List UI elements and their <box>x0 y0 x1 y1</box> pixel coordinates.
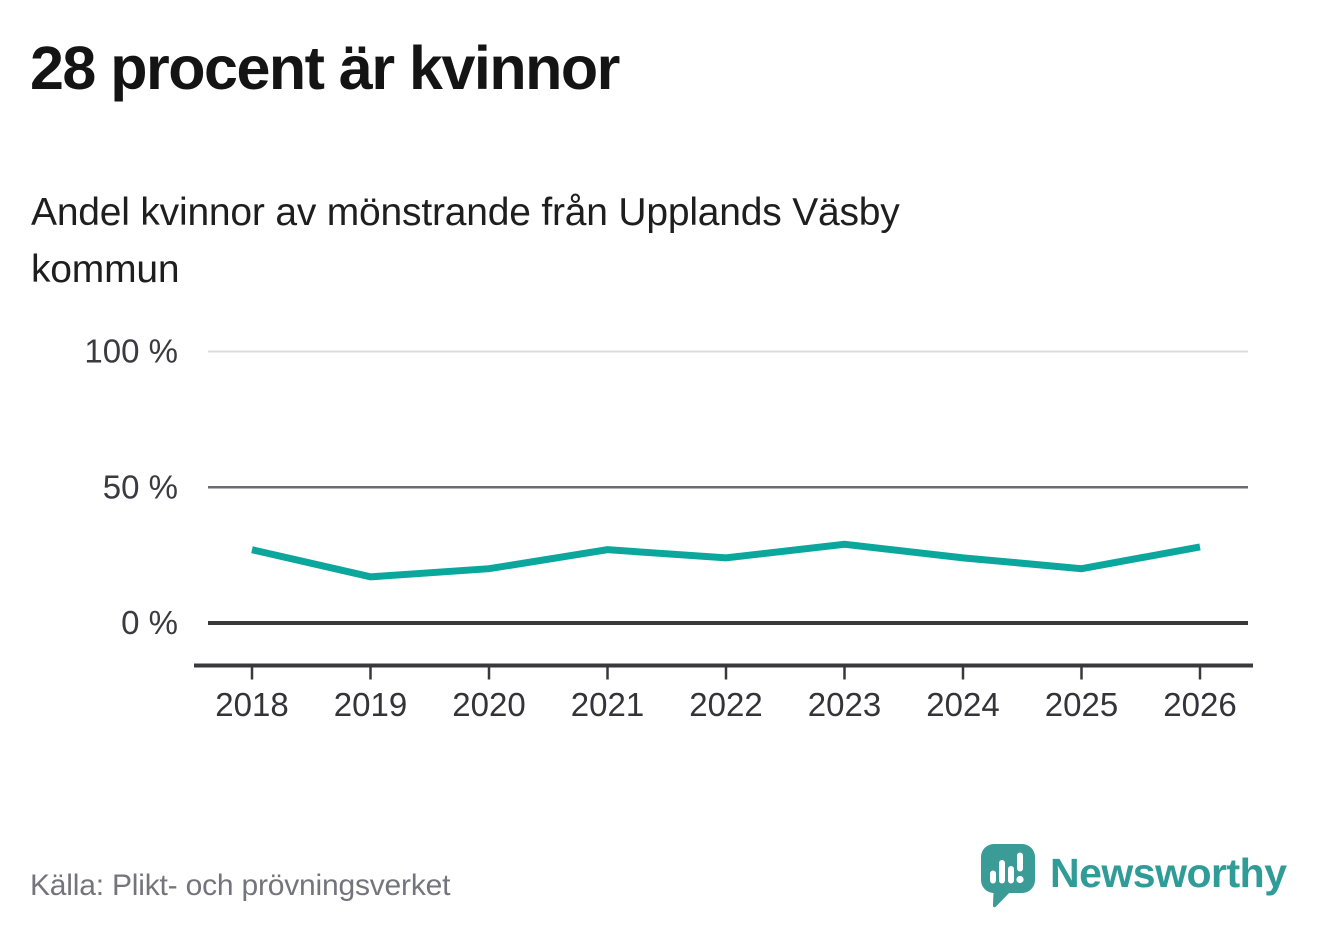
x-axis-label-2022: 2022 <box>689 686 762 723</box>
y-axis-label-100: 100 % <box>84 333 178 370</box>
x-axis-label-2024: 2024 <box>926 686 999 723</box>
newsworthy-logo-text: Newsworthy <box>1050 849 1287 896</box>
x-axis-label-2020: 2020 <box>452 686 525 723</box>
x-axis-label-2026: 2026 <box>1163 686 1236 723</box>
x-axis-label-2023: 2023 <box>808 686 881 723</box>
x-axis-label-2019: 2019 <box>334 686 407 723</box>
y-axis-label-50: 50 % <box>103 468 178 505</box>
y-axis-label-0: 0 % <box>121 604 178 641</box>
source-note: Källa: Plikt- och prövningsverket <box>30 869 451 902</box>
newsworthy-logo-icon <box>981 844 1035 908</box>
data-line-andel-kvinnor <box>251 540 1201 581</box>
x-axis-label-2025: 2025 <box>1045 686 1118 723</box>
newsworthy-logo: Newsworthy <box>981 844 1287 908</box>
chart-headline: 28 procent är kvinnor <box>30 34 620 102</box>
x-axis-label-2021: 2021 <box>571 686 644 723</box>
x-axis-label-2018: 2018 <box>215 686 288 723</box>
chart-subtitle-line2: kommun <box>31 248 180 292</box>
chart-subtitle-line1: Andel kvinnor av mönstrande från Uppland… <box>31 191 900 234</box>
chart-subtitle: Andel kvinnor av mönstrande från Uppland… <box>31 184 900 299</box>
